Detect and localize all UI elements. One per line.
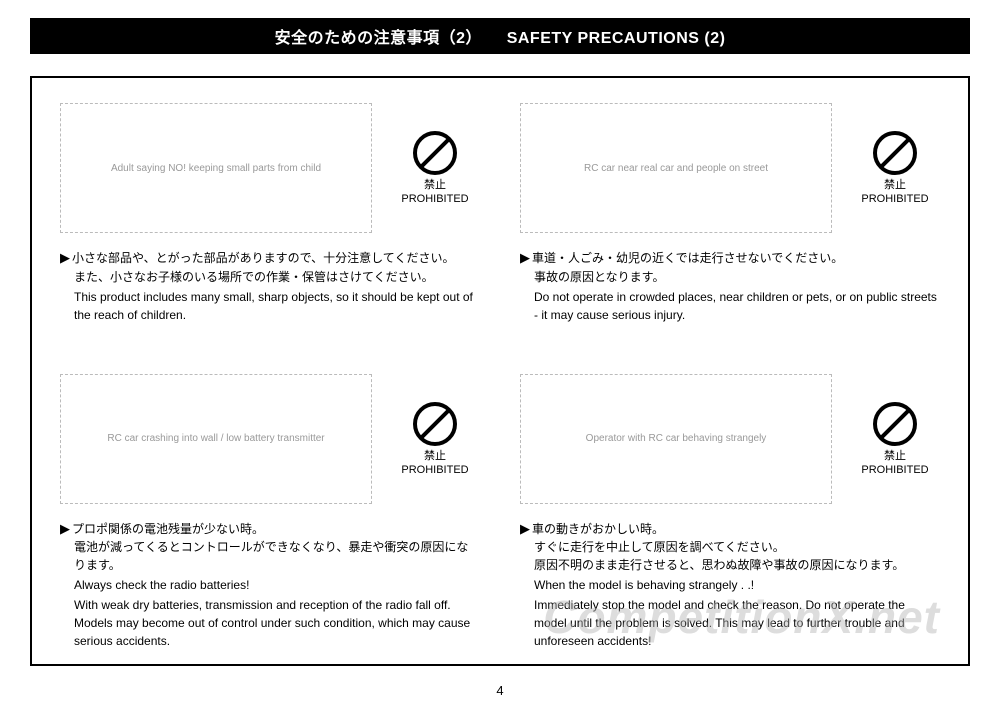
prohibit-label: 禁止 PROHIBITED <box>861 179 928 207</box>
panel-2-illus-row: RC car near real car and people on stree… <box>520 98 940 238</box>
panel-3-en1: Always check the radio batteries! <box>60 576 480 594</box>
panel-4-en2: Immediately stop the model and check the… <box>520 596 940 650</box>
prohibit-icon <box>871 400 919 448</box>
prohibit-en: PROHIBITED <box>861 193 928 205</box>
arrow-icon: ▶ <box>520 521 530 536</box>
panel-1-illustration: Adult saying NO! keeping small parts fro… <box>60 103 372 233</box>
arrow-icon: ▶ <box>60 250 70 265</box>
panel-3-jp1: ▶プロポ関係の電池残量が少ない時。 <box>60 519 480 539</box>
panel-3-text: ▶プロポ関係の電池残量が少ない時。 電池が減ってくるとコントロールができなくなり… <box>60 519 480 651</box>
prohibit-icon <box>411 129 459 177</box>
arrow-icon: ▶ <box>60 521 70 536</box>
prohibit-block: 禁止 PROHIBITED <box>390 400 480 478</box>
prohibit-label: 禁止 PROHIBITED <box>401 179 468 207</box>
panel-3-illustration: RC car crashing into wall / low battery … <box>60 374 372 504</box>
illustration-placeholder: Operator with RC car behaving strangely <box>520 374 832 504</box>
panel-2-en: Do not operate in crowded places, near c… <box>520 288 940 324</box>
prohibit-icon <box>411 400 459 448</box>
panel-4-jp2: すぐに走行を中止して原因を調べてください。 <box>520 538 940 556</box>
panel-1-jp2: また、小さなお子様のいる場所での作業・保管はさけてください。 <box>60 268 480 286</box>
prohibit-block: 禁止 PROHIBITED <box>850 400 940 478</box>
panel-2-jp1: ▶車道・人ごみ・幼児の近くでは走行させないでください。 <box>520 248 940 268</box>
prohibit-label: 禁止 PROHIBITED <box>401 450 468 478</box>
header-title-en: SAFETY PRECAUTIONS (2) <box>507 30 726 47</box>
prohibit-en: PROHIBITED <box>861 464 928 476</box>
header-title-jp: 安全のための注意事項（2） <box>275 30 482 47</box>
header-bar: 安全のための注意事項（2） SAFETY PRECAUTIONS (2) <box>30 18 970 54</box>
prohibit-jp: 禁止 <box>884 450 906 462</box>
panel-3-illus-row: RC car crashing into wall / low battery … <box>60 369 480 509</box>
illustration-placeholder: Adult saying NO! keeping small parts fro… <box>60 103 372 233</box>
panel-2: RC car near real car and people on stree… <box>520 98 940 343</box>
panel-4-illus-row: Operator with RC car behaving strangely … <box>520 369 940 509</box>
illustration-placeholder: RC car near real car and people on stree… <box>520 103 832 233</box>
panel-4-jp1: ▶車の動きがおかしい時。 <box>520 519 940 539</box>
panel-3-jp2: 電池が減ってくるとコントロールができなくなり、暴走や衝突の原因になります。 <box>60 538 480 574</box>
panel-4-illustration: Operator with RC car behaving strangely <box>520 374 832 504</box>
panel-2-text: ▶車道・人ごみ・幼児の近くでは走行させないでください。 事故の原因となります。 … <box>520 248 940 324</box>
prohibit-block: 禁止 PROHIBITED <box>850 129 940 207</box>
prohibit-en: PROHIBITED <box>401 193 468 205</box>
panel-4-jp3: 原因不明のまま走行させると、思わぬ故障や事故の原因になります。 <box>520 556 940 574</box>
panel-3-en2: With weak dry batteries, transmission an… <box>60 596 480 650</box>
panel-4-en1: When the model is behaving strangely . .… <box>520 576 940 594</box>
panel-grid: Adult saying NO! keeping small parts fro… <box>60 98 940 650</box>
panel-4: Operator with RC car behaving strangely … <box>520 369 940 651</box>
prohibit-icon <box>871 129 919 177</box>
prohibit-jp: 禁止 <box>424 179 446 191</box>
panel-1-en: This product includes many small, sharp … <box>60 288 480 324</box>
prohibit-en: PROHIBITED <box>401 464 468 476</box>
panel-3: RC car crashing into wall / low battery … <box>60 369 480 651</box>
panel-1-jp1: ▶小さな部品や、とがった部品がありますので、十分注意してください。 <box>60 248 480 268</box>
content-frame: Adult saying NO! keeping small parts fro… <box>30 76 970 666</box>
prohibit-jp: 禁止 <box>884 179 906 191</box>
panel-2-illustration: RC car near real car and people on stree… <box>520 103 832 233</box>
panel-1-illus-row: Adult saying NO! keeping small parts fro… <box>60 98 480 238</box>
illustration-placeholder: RC car crashing into wall / low battery … <box>60 374 372 504</box>
page-number: 4 <box>496 683 503 698</box>
prohibit-block: 禁止 PROHIBITED <box>390 129 480 207</box>
panel-1: Adult saying NO! keeping small parts fro… <box>60 98 480 343</box>
panel-4-text: ▶車の動きがおかしい時。 すぐに走行を中止して原因を調べてください。 原因不明の… <box>520 519 940 651</box>
prohibit-label: 禁止 PROHIBITED <box>861 450 928 478</box>
prohibit-jp: 禁止 <box>424 450 446 462</box>
arrow-icon: ▶ <box>520 250 530 265</box>
panel-1-text: ▶小さな部品や、とがった部品がありますので、十分注意してください。 また、小さな… <box>60 248 480 324</box>
panel-2-jp2: 事故の原因となります。 <box>520 268 940 286</box>
